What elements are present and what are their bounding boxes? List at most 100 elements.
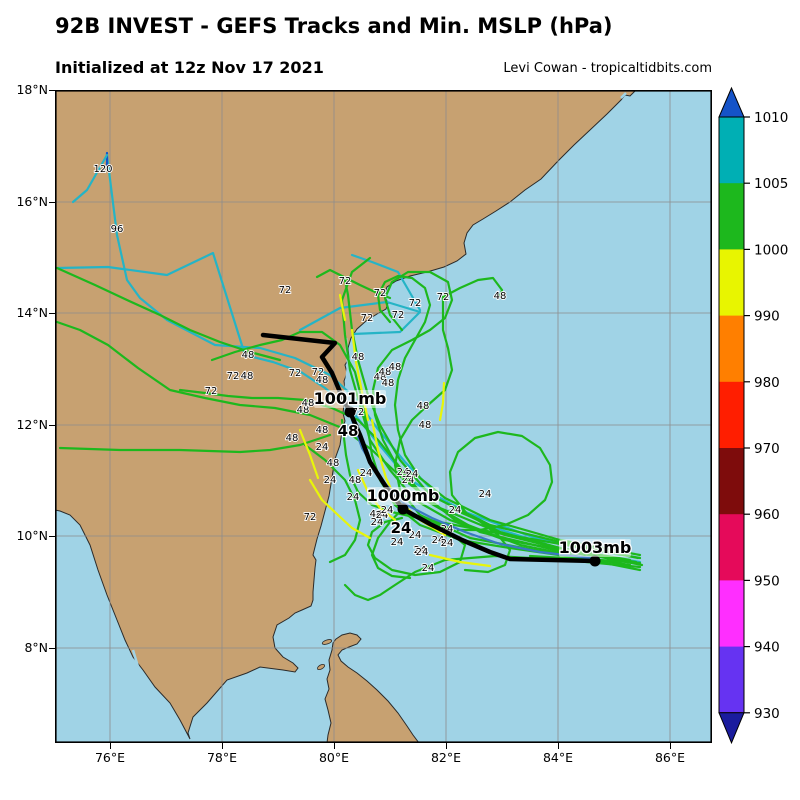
colorbar-arrow-down — [718, 712, 745, 745]
y-tick-mark — [49, 536, 55, 537]
pressure-label-bg — [367, 487, 439, 505]
lagoon — [131, 649, 147, 691]
track-line-cyan — [298, 300, 422, 336]
x-tick-label: 84°E — [542, 750, 574, 765]
landmass — [55, 90, 637, 740]
y-tick-mark — [49, 425, 55, 426]
pressure-label: 1000mb — [367, 486, 440, 505]
x-tick-label: 82°E — [430, 750, 462, 765]
chart-title: 92B INVEST - GEFS Tracks and Min. MSLP (… — [55, 14, 613, 38]
x-tick-mark — [446, 743, 447, 749]
hour-label: 24 — [479, 489, 492, 500]
hour-label: 24 — [441, 538, 454, 549]
colorbar-arrow-up — [718, 86, 745, 118]
hour-label: 48 — [374, 372, 387, 383]
pressure-label-bg — [559, 539, 631, 557]
hour-label: 24 — [381, 505, 394, 516]
colorbar-segment — [719, 117, 744, 184]
track-line-cyan — [71, 153, 109, 204]
hour-label: 48 — [419, 420, 432, 431]
hour-label: 72 — [205, 386, 218, 397]
colorbar-tick-label: 930 — [754, 706, 780, 722]
colorbar: 1010 1005 1000 990 980 970 960 950 940 930 — [718, 86, 788, 745]
track-line-green — [55, 266, 282, 362]
hour-label: 24 — [414, 545, 427, 556]
colorbar-segment — [719, 580, 744, 648]
track-line-green — [303, 443, 362, 564]
track-line-green — [370, 506, 412, 580]
colorbar-tick-label: 1005 — [754, 176, 788, 192]
hour-label: 24 — [406, 469, 419, 480]
hour-label: 72 — [279, 285, 292, 296]
hour-label: 48 — [242, 350, 255, 361]
hour-label: 48 — [379, 367, 392, 378]
y-tick-mark — [49, 202, 55, 203]
hour-label: 72 — [409, 298, 422, 309]
hour-label: 24 — [416, 547, 429, 558]
colorbar-tick-label: 990 — [754, 309, 780, 325]
hour-label: 24 — [402, 475, 415, 486]
hour-label: 48 — [286, 433, 299, 444]
colorbar-tick-label: 1010 — [754, 110, 788, 126]
hour-label: 24 — [347, 492, 360, 503]
y-tick-label: 12°N — [16, 417, 48, 432]
mean-track-point — [344, 406, 356, 418]
x-tick-label: 86°E — [654, 750, 686, 765]
hour-label: 48 — [349, 475, 362, 486]
y-tick-label: 10°N — [16, 528, 48, 543]
hour-label: 48 — [302, 398, 315, 409]
x-tick-mark — [110, 743, 111, 749]
hour-label: 48 — [352, 352, 365, 363]
y-tick-label: 18°N — [16, 82, 48, 97]
y-tick-mark — [49, 90, 55, 91]
hour-label: 24 — [376, 510, 389, 521]
island — [321, 639, 333, 645]
x-tick-mark — [334, 743, 335, 749]
hour-label: 48 — [316, 375, 329, 386]
hour-label: 24 — [391, 537, 404, 548]
hour-label: 72 — [437, 292, 450, 303]
colorbar-segment — [719, 315, 744, 383]
hour-label: 24 — [397, 467, 410, 478]
island — [316, 663, 326, 671]
mean-track-point — [397, 503, 409, 515]
hour-label: 24 — [360, 468, 373, 479]
hour-label: 120 — [93, 164, 112, 175]
y-tick-label: 16°N — [16, 194, 48, 209]
lagoon — [620, 92, 627, 99]
hour-label: 72 — [227, 371, 240, 382]
track-line-green — [376, 274, 642, 557]
y-tick-label: 14°N — [16, 305, 48, 320]
x-tick-label: 80°E — [318, 750, 350, 765]
track-line-yellow — [298, 428, 320, 480]
hour-label: 48 — [389, 362, 402, 373]
hour-label: 48 — [370, 509, 383, 520]
x-tick-label: 76°E — [94, 750, 126, 765]
track-line-green — [343, 278, 640, 560]
y-tick-label: 8°N — [24, 640, 48, 655]
colorbar-tick-label: 940 — [754, 640, 780, 656]
hour-label: 72 — [312, 367, 325, 378]
hour-label: 72 — [392, 310, 405, 321]
hour-label: 48 — [327, 458, 340, 469]
track-line-yellow — [438, 381, 446, 422]
hour-label: 48 — [316, 425, 329, 436]
hour-label: 72 — [374, 288, 387, 299]
mean-hour-label: 48 — [338, 422, 359, 440]
hour-label: 72 — [289, 368, 302, 379]
credit-label: Levi Cowan - tropicaltidbits.com — [503, 61, 712, 76]
track-line-yellow — [428, 553, 492, 568]
y-tick-mark — [49, 313, 55, 314]
mean-hour-label: 24 — [391, 519, 412, 537]
hour-label: 48 — [241, 371, 254, 382]
hour-label: 48 — [382, 378, 395, 389]
colorbar-tick-label: 950 — [754, 573, 780, 589]
track-line-yellow — [308, 478, 372, 540]
hour-label: 24 — [316, 442, 329, 453]
track-line-yellow — [338, 293, 347, 322]
colorbar-segment — [719, 249, 744, 317]
hour-label: 72 — [339, 276, 352, 287]
x-tick-mark — [670, 743, 671, 749]
